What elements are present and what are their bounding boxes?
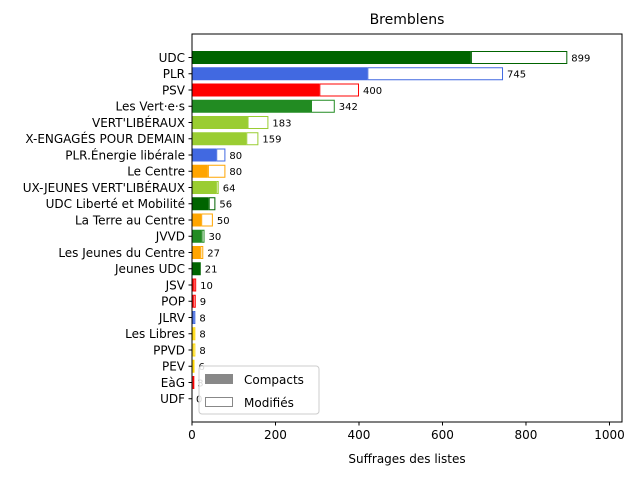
y-tick-label-0: UDC [159,51,185,65]
y-tick-label-10: La Terre au Centre [75,213,185,227]
value-label-2: 400 [363,86,382,97]
value-label-4: 183 [272,118,291,129]
x-tick-label-0: 0 [188,428,196,442]
bar-5-compacts [192,132,246,145]
value-label-5: 159 [262,135,281,146]
y-tick-label-13: Jeunes UDC [114,262,185,276]
bar-5-modifies [247,133,258,145]
value-label-9: 56 [219,200,232,211]
bar-9-compacts [192,197,209,210]
x-ticks: 0 200 400 600 800 1000 [188,422,625,442]
x-axis-label: Suffrages des listes [348,452,465,466]
bar-4-compacts [192,116,248,129]
bar-2-compacts [192,84,319,97]
y-tick-label-6: PLR.Énergie libérale [65,147,185,162]
y-tick-label-8: UX-JEUNES VERT'LIBÉRAUX [23,180,185,195]
y-tick-label-18: PPVD [153,343,185,357]
bar-4-modifies [248,117,268,129]
y-tick-label-9: UDC Liberté et Mobilité [46,197,185,211]
bar-16-modifies [194,312,195,324]
value-label-3: 342 [339,102,358,113]
value-label-18: 8 [199,346,205,357]
bar-10-modifies [202,214,213,226]
bar-7-compacts [192,165,208,178]
legend-label-compacts: Compacts [244,373,304,387]
chart-title: Bremblens [370,12,445,28]
bar-6-modifies [217,149,225,161]
y-tick-label-14: JSV [165,278,186,292]
bar-15-modifies [194,295,196,307]
bar-17-modifies [194,328,195,340]
bar-11-compacts [192,230,202,243]
bar-8-compacts [192,181,216,194]
y-tick-label-20: EàG [161,376,185,390]
y-tick-label-2: PSV [162,83,186,97]
legend-swatch-modifies [206,398,233,407]
y-tick-label-7: Le Centre [127,165,185,179]
bar-7-modifies [208,165,225,177]
value-label-10: 50 [217,216,230,227]
value-label-11: 30 [209,232,222,243]
bar-14-modifies [194,279,196,291]
y-tick-label-1: PLR [163,67,185,81]
y-tick-label-16: JLRV [158,311,186,325]
x-tick-label-5: 1000 [594,428,625,442]
bar-20-modifies [193,377,194,389]
value-label-16: 8 [199,313,205,324]
bar-6-compacts [192,149,216,162]
bars-layer [192,51,567,389]
bar-11-modifies [202,230,204,242]
value-label-7: 80 [229,167,242,178]
bar-0-modifies [471,52,566,64]
value-label-6: 80 [229,151,242,162]
x-tick-label-2: 400 [348,428,371,442]
bar-10-compacts [192,214,201,227]
bar-18-modifies [193,344,195,356]
legend-swatch-compacts [205,374,233,384]
bar-3-compacts [192,100,311,113]
y-tick-label-11: JVVD [155,230,185,244]
y-tick-label-17: Les Libres [125,327,185,341]
value-label-8: 64 [223,183,236,194]
legend-label-modifies: Modifiés [244,396,294,410]
value-label-12: 27 [207,248,220,259]
x-tick-label-1: 200 [264,428,287,442]
value-label-14: 10 [200,281,213,292]
bar-1-compacts [192,67,367,80]
legend: Compacts Modifiés [199,366,319,414]
bar-12-modifies [201,247,203,259]
value-label-15: 9 [200,297,206,308]
value-label-13: 21 [205,265,218,276]
y-tick-label-3: Les Vert·e·s [116,100,186,114]
y-tick-label-21: UDF [160,392,185,406]
value-label-0: 899 [571,53,590,64]
x-tick-label-4: 800 [515,428,538,442]
bar-9-modifies [209,198,215,210]
y-tick-label-15: POP [161,295,185,309]
x-tick-label-3: 600 [431,428,454,442]
bar-2-modifies [320,84,359,96]
bar-0-compacts [192,51,471,64]
value-label-17: 8 [199,330,205,341]
y-tick-label-4: VERT'LIBÉRAUX [92,115,185,130]
bar-3-modifies [311,100,334,112]
bar-8-modifies [217,182,219,194]
y-tick-label-12: Les Jeunes du Centre [58,246,185,260]
y-tick-label-5: X-ENGAGÉS POUR DEMAIN [25,131,185,146]
bar-13-compacts [192,262,201,275]
y-tick-label-19: PEV [162,360,186,374]
bar-19-modifies [193,360,194,372]
bar-12-compacts [192,246,200,259]
value-label-1: 745 [507,70,526,81]
y-tick-labels: UDC PLR PSV Les Vert·e·sVERT'LIBÉRAUXX-ENGA… [23,51,192,406]
bar-1-modifies [368,68,503,80]
